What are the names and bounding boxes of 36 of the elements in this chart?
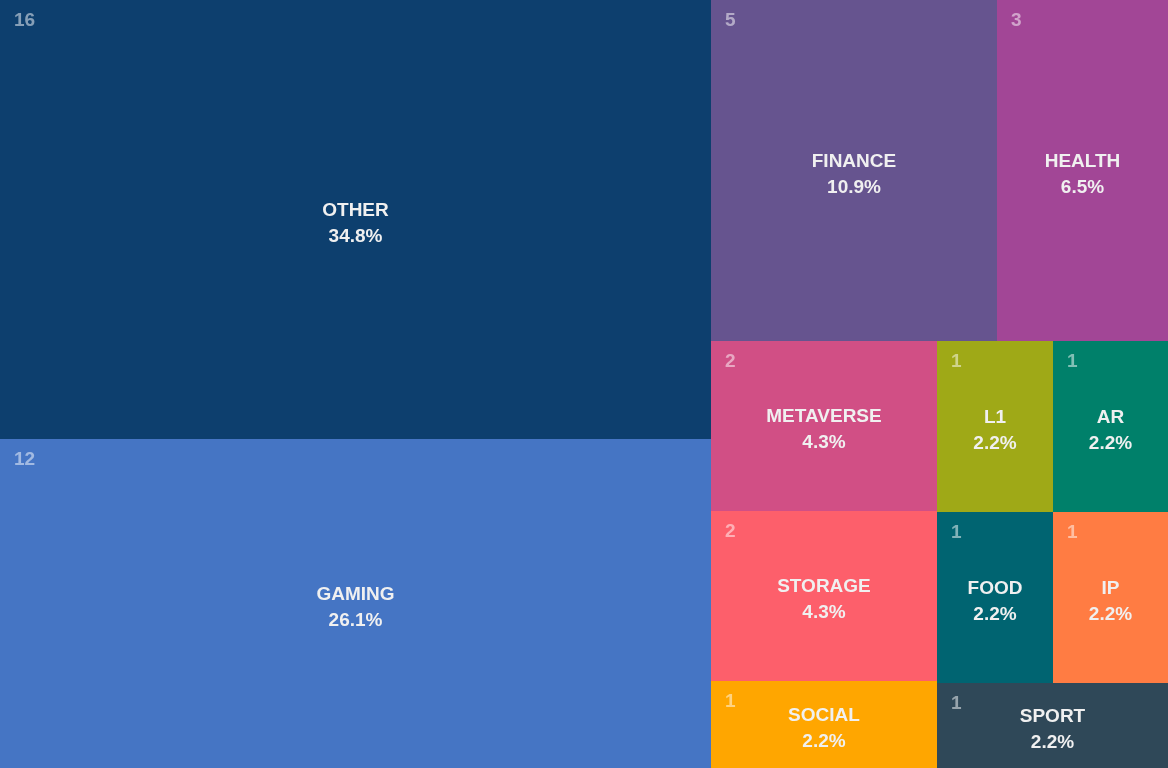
text: 5 (725, 9, 736, 30)
data-label: 4.3% (802, 431, 846, 452)
text: 1 (951, 521, 962, 542)
category-label: STORAGE (777, 575, 871, 596)
text: 16 (14, 9, 36, 30)
data-label: 6.5% (1060, 175, 1105, 197)
text: 2 (725, 520, 736, 541)
category-label: METAVERSE (766, 405, 882, 426)
category-label: FOOD (967, 576, 1023, 598)
text: 1 (1067, 350, 1078, 371)
category-label: OTHER (322, 198, 390, 220)
category-label: HEALTH (1044, 149, 1121, 171)
category-label: SPORT (1019, 704, 1086, 726)
category-label: GAMING (316, 582, 395, 604)
data-label: 10.9% (827, 175, 882, 197)
text: 1 (725, 690, 736, 711)
data-label: 2.2% (973, 431, 1017, 453)
text: 12 (14, 448, 36, 469)
text: 1 (1067, 521, 1078, 542)
data-label: 2.2% (802, 729, 846, 751)
category-label: AR (1096, 405, 1125, 427)
text: 2 (725, 350, 736, 371)
text: 3 (1011, 9, 1022, 30)
data-label: 2.2% (1088, 602, 1133, 624)
text: 1 (951, 350, 962, 371)
data-label: 2.2% (1030, 730, 1075, 752)
data-label: 4.3% (802, 601, 846, 622)
data-label: 2.2% (973, 602, 1017, 624)
text: 1 (951, 692, 962, 713)
data-label: 2.2% (1088, 431, 1133, 453)
category-label: IP (1101, 576, 1120, 598)
category-label: FINANCE (811, 149, 897, 171)
category-label: L1 (983, 405, 1007, 427)
data-label: 34.8% (328, 224, 383, 246)
data-label: 26.1% (328, 608, 383, 630)
category-label: SOCIAL (788, 703, 861, 725)
